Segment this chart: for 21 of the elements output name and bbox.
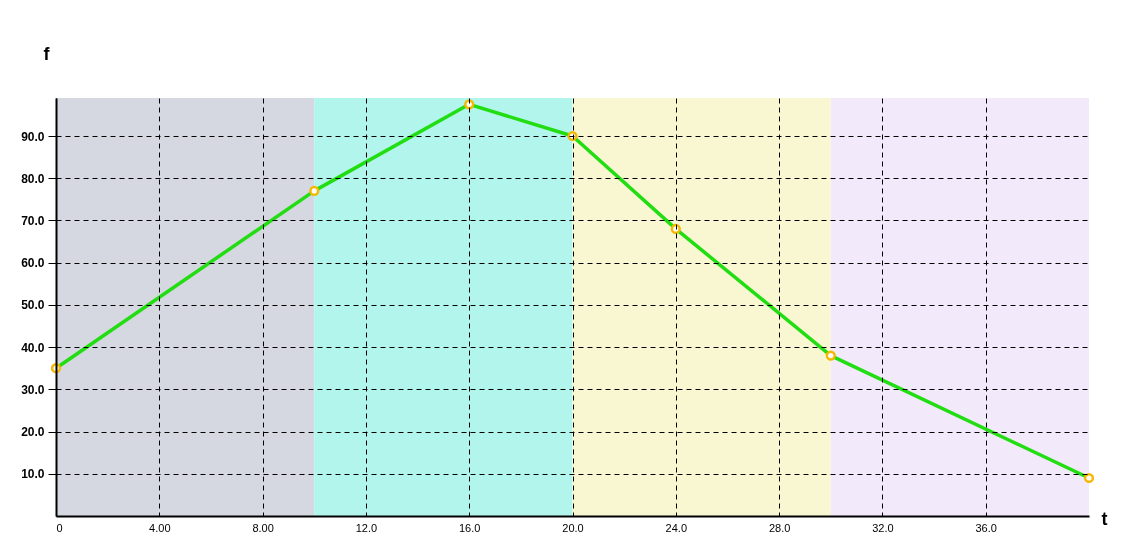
y-tick-label: 50.0	[21, 298, 45, 313]
x-tick-label: 28.0	[768, 521, 791, 534]
x-tick-label: 36.0	[975, 521, 997, 534]
x-tick-label: 4.00	[149, 521, 171, 534]
x-tick-label: 20.0	[562, 521, 584, 534]
y-tick-label: 20.0	[21, 425, 45, 440]
y-tick-label: 30.0	[21, 382, 45, 397]
x-axis-title: t	[1101, 508, 1108, 529]
x-tick-label: 0	[56, 521, 63, 534]
y-tick-label: 80.0	[21, 171, 45, 186]
y-tick-label: 70.0	[21, 213, 45, 228]
x-tick-label: 24.0	[665, 521, 688, 534]
y-axis-title: f	[43, 43, 51, 64]
x-tick-label: 32.0	[872, 521, 894, 534]
y-tick-label: 40.0	[21, 340, 45, 355]
y-tick-label: 60.0	[21, 256, 45, 271]
x-tick-label: 12.0	[355, 521, 378, 534]
x-tick-label: 16.0	[458, 521, 481, 534]
x-tick-label: 8.00	[252, 521, 274, 534]
y-tick-label: 10.0	[21, 467, 45, 482]
y-tick-label: 90.0	[21, 129, 45, 144]
